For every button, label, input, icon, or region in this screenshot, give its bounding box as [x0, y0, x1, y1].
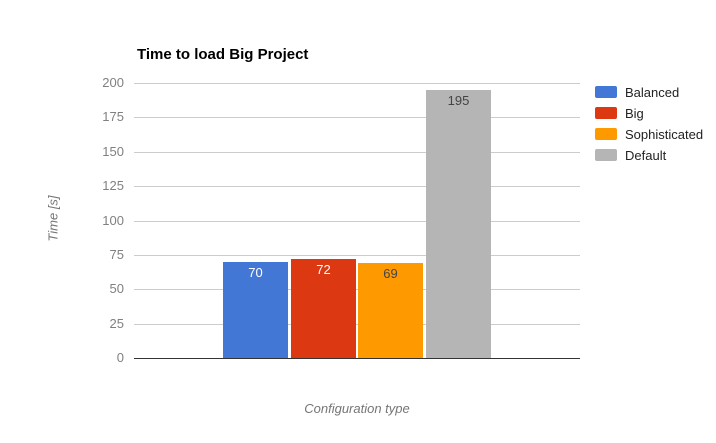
y-tick-label-50: 50 [109, 281, 124, 296]
gridline-y-100 [134, 221, 580, 222]
legend-label: Balanced [625, 84, 680, 100]
gridline-y-150 [134, 152, 580, 153]
y-tick-label-75: 75 [109, 247, 124, 262]
x-axis-title: Configuration type [304, 401, 410, 416]
legend-swatch-big [595, 107, 617, 119]
legend-swatch-default [595, 149, 617, 161]
bar-sophisticated [358, 263, 423, 358]
y-tick-label-125: 125 [102, 178, 124, 193]
legend-item-balanced: Balanced [595, 84, 680, 100]
bar-default [426, 90, 491, 358]
y-axis-title: Time [s] [45, 195, 61, 242]
legend-swatch-balanced [595, 86, 617, 98]
y-tick-label-175: 175 [102, 109, 124, 124]
legend-label: Default [625, 147, 667, 163]
gridline-y-175 [134, 117, 580, 118]
legend-swatch-sophisticated [595, 128, 617, 140]
gridline-y-75 [134, 255, 580, 256]
bar-big [291, 259, 356, 358]
gridline-y-125 [134, 186, 580, 187]
y-tick-label-200: 200 [102, 75, 124, 90]
legend-item-default: Default [595, 147, 667, 163]
gridline-y-25 [134, 324, 580, 325]
legend-item-big: Big [595, 105, 644, 121]
bar-value-label-balanced: 70 [248, 265, 263, 280]
gridline-y-50 [134, 289, 580, 290]
bar-value-label-big: 72 [316, 262, 331, 277]
chart-title: Time to load Big Project [137, 46, 309, 63]
bar-balanced [223, 262, 288, 358]
legend-label: Big [625, 105, 644, 121]
y-tick-label-100: 100 [102, 213, 124, 228]
y-tick-label-0: 0 [116, 350, 124, 365]
y-tick-label-25: 25 [109, 316, 124, 331]
y-tick-label-150: 150 [102, 144, 124, 159]
legend-label: Sophisticated [625, 126, 704, 142]
bar-value-label-sophisticated: 69 [383, 266, 398, 281]
legend-item-sophisticated: Sophisticated [595, 126, 704, 142]
gridline-y-200 [134, 83, 580, 84]
x-axis-line [134, 358, 580, 359]
bar-value-label-default: 195 [447, 93, 470, 108]
